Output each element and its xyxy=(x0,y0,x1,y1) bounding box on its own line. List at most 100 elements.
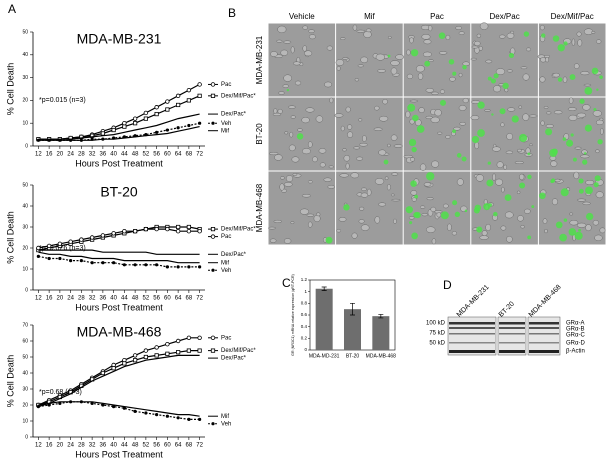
y-tick-label: 40 xyxy=(22,203,28,209)
fluorescent-cell xyxy=(414,212,421,219)
fluorescent-cell xyxy=(452,129,456,134)
cell xyxy=(308,34,316,40)
fluorescent-cell xyxy=(408,138,417,147)
point xyxy=(197,348,202,353)
legend-marker xyxy=(210,226,216,232)
cell xyxy=(378,149,387,156)
cell xyxy=(326,45,333,51)
blot-band xyxy=(499,333,525,335)
x-tick-label: 36 xyxy=(100,152,107,158)
cell xyxy=(393,218,397,224)
cell xyxy=(476,33,482,38)
point xyxy=(122,228,127,234)
fluorescent-cell xyxy=(563,41,568,46)
cell xyxy=(458,72,463,78)
x-tick-label: 12 xyxy=(35,152,42,158)
cell xyxy=(329,97,334,104)
annotation: *p=0.026 (n=3) xyxy=(39,245,86,252)
point xyxy=(36,138,40,142)
cell xyxy=(374,216,381,224)
x-tick-label: MDA-MD-231 xyxy=(309,353,340,359)
cell xyxy=(279,183,285,191)
cell xyxy=(453,126,461,131)
x-axis-label: Hours Post Treatment xyxy=(75,449,163,459)
cell xyxy=(307,180,313,184)
cell xyxy=(540,120,545,126)
cell xyxy=(356,29,366,33)
x-tick-label: 36 xyxy=(100,443,107,449)
fluorescent-cell xyxy=(541,33,546,38)
cell xyxy=(553,110,563,115)
cell xyxy=(455,26,462,30)
point xyxy=(46,243,52,249)
y-axis-label: % Cell Death xyxy=(5,63,15,116)
cell xyxy=(501,186,505,193)
cell xyxy=(283,238,292,244)
cell xyxy=(577,39,583,47)
cell xyxy=(327,184,335,189)
point xyxy=(165,265,169,269)
chart-title: MDA-MB-468 xyxy=(77,324,162,340)
fluorescent-cell xyxy=(416,125,425,133)
point xyxy=(154,226,159,232)
cell xyxy=(307,141,313,148)
cell xyxy=(336,229,342,233)
cell xyxy=(545,56,549,63)
cell xyxy=(526,47,532,52)
x-tick-label: 40 xyxy=(110,152,117,158)
point xyxy=(143,116,148,121)
blot-band xyxy=(499,342,525,344)
y-tick-label: 0.8 xyxy=(301,301,308,306)
x-tick-label: 60 xyxy=(164,296,171,302)
cell xyxy=(592,219,599,226)
cell xyxy=(299,208,310,215)
fluorescent-cell xyxy=(591,67,599,75)
fluorescent-cell xyxy=(584,124,593,132)
cell xyxy=(375,53,386,61)
cell xyxy=(459,121,466,126)
row-label: MDA-MB-231 xyxy=(255,35,264,84)
point xyxy=(36,254,40,258)
cell xyxy=(495,68,506,76)
x-tick-label: 68 xyxy=(186,152,193,158)
cell xyxy=(491,146,501,152)
x-tick-label: MDA-MB-468 xyxy=(366,353,397,359)
blot-band xyxy=(449,342,495,344)
cell xyxy=(529,143,533,147)
cell xyxy=(288,105,296,109)
x-axis-label: Hours Post Treatment xyxy=(75,158,163,168)
cell xyxy=(408,216,415,220)
cell xyxy=(504,211,514,219)
legend-label: Mif xyxy=(221,414,229,420)
cell xyxy=(431,160,440,168)
legend-label: Dex/Pac* xyxy=(221,112,247,118)
fluorescent-cell xyxy=(549,149,558,158)
fluorescent-cell xyxy=(439,99,447,106)
legend-marker xyxy=(210,82,216,87)
cell xyxy=(543,106,549,109)
cell xyxy=(340,125,345,132)
cell xyxy=(278,91,285,95)
size-marker: 75 kD xyxy=(429,331,445,337)
cell xyxy=(352,24,358,31)
cell xyxy=(384,176,389,180)
fluorescent-cell xyxy=(582,159,588,165)
fluorescent-cell xyxy=(296,133,304,140)
cell xyxy=(449,76,456,82)
fluorescent-cell xyxy=(440,211,449,220)
point xyxy=(101,403,105,407)
x-tick-label: 32 xyxy=(89,296,96,302)
blot-band xyxy=(529,327,559,329)
fluorescent-cell xyxy=(474,204,482,212)
blot-band xyxy=(529,322,559,325)
cell xyxy=(481,230,488,237)
fluorescent-cell xyxy=(555,221,563,229)
cell xyxy=(411,197,417,202)
cell xyxy=(428,59,434,62)
cell xyxy=(282,84,289,88)
point xyxy=(133,263,137,267)
legend-label: Pac xyxy=(221,335,231,341)
y-axis-label: % Cell Death xyxy=(5,211,15,264)
cell xyxy=(347,131,354,138)
fluorescent-cell xyxy=(493,73,499,79)
